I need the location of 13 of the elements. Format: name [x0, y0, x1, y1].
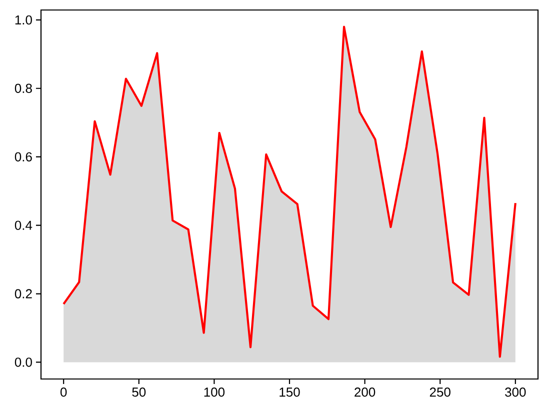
- y-tick-label: 1.0: [15, 15, 32, 25]
- y-tick-label: 0.0: [14, 358, 32, 367]
- y-tick-label: 0.2: [14, 289, 32, 298]
- y-tick-label: 0.8: [14, 84, 32, 93]
- x-tick-label: 300: [505, 388, 526, 397]
- x-tick-label: 200: [354, 388, 376, 397]
- y-tick-label: 0.4: [14, 220, 32, 230]
- x-tick-label: 250: [430, 388, 450, 397]
- y-tick-label: 0.6: [14, 152, 32, 162]
- x-tick-label: 0: [60, 388, 67, 397]
- x-tick-label: 100: [204, 388, 225, 397]
- x-tick-label: 50: [132, 388, 146, 397]
- x-tick-label: 150: [280, 388, 300, 397]
